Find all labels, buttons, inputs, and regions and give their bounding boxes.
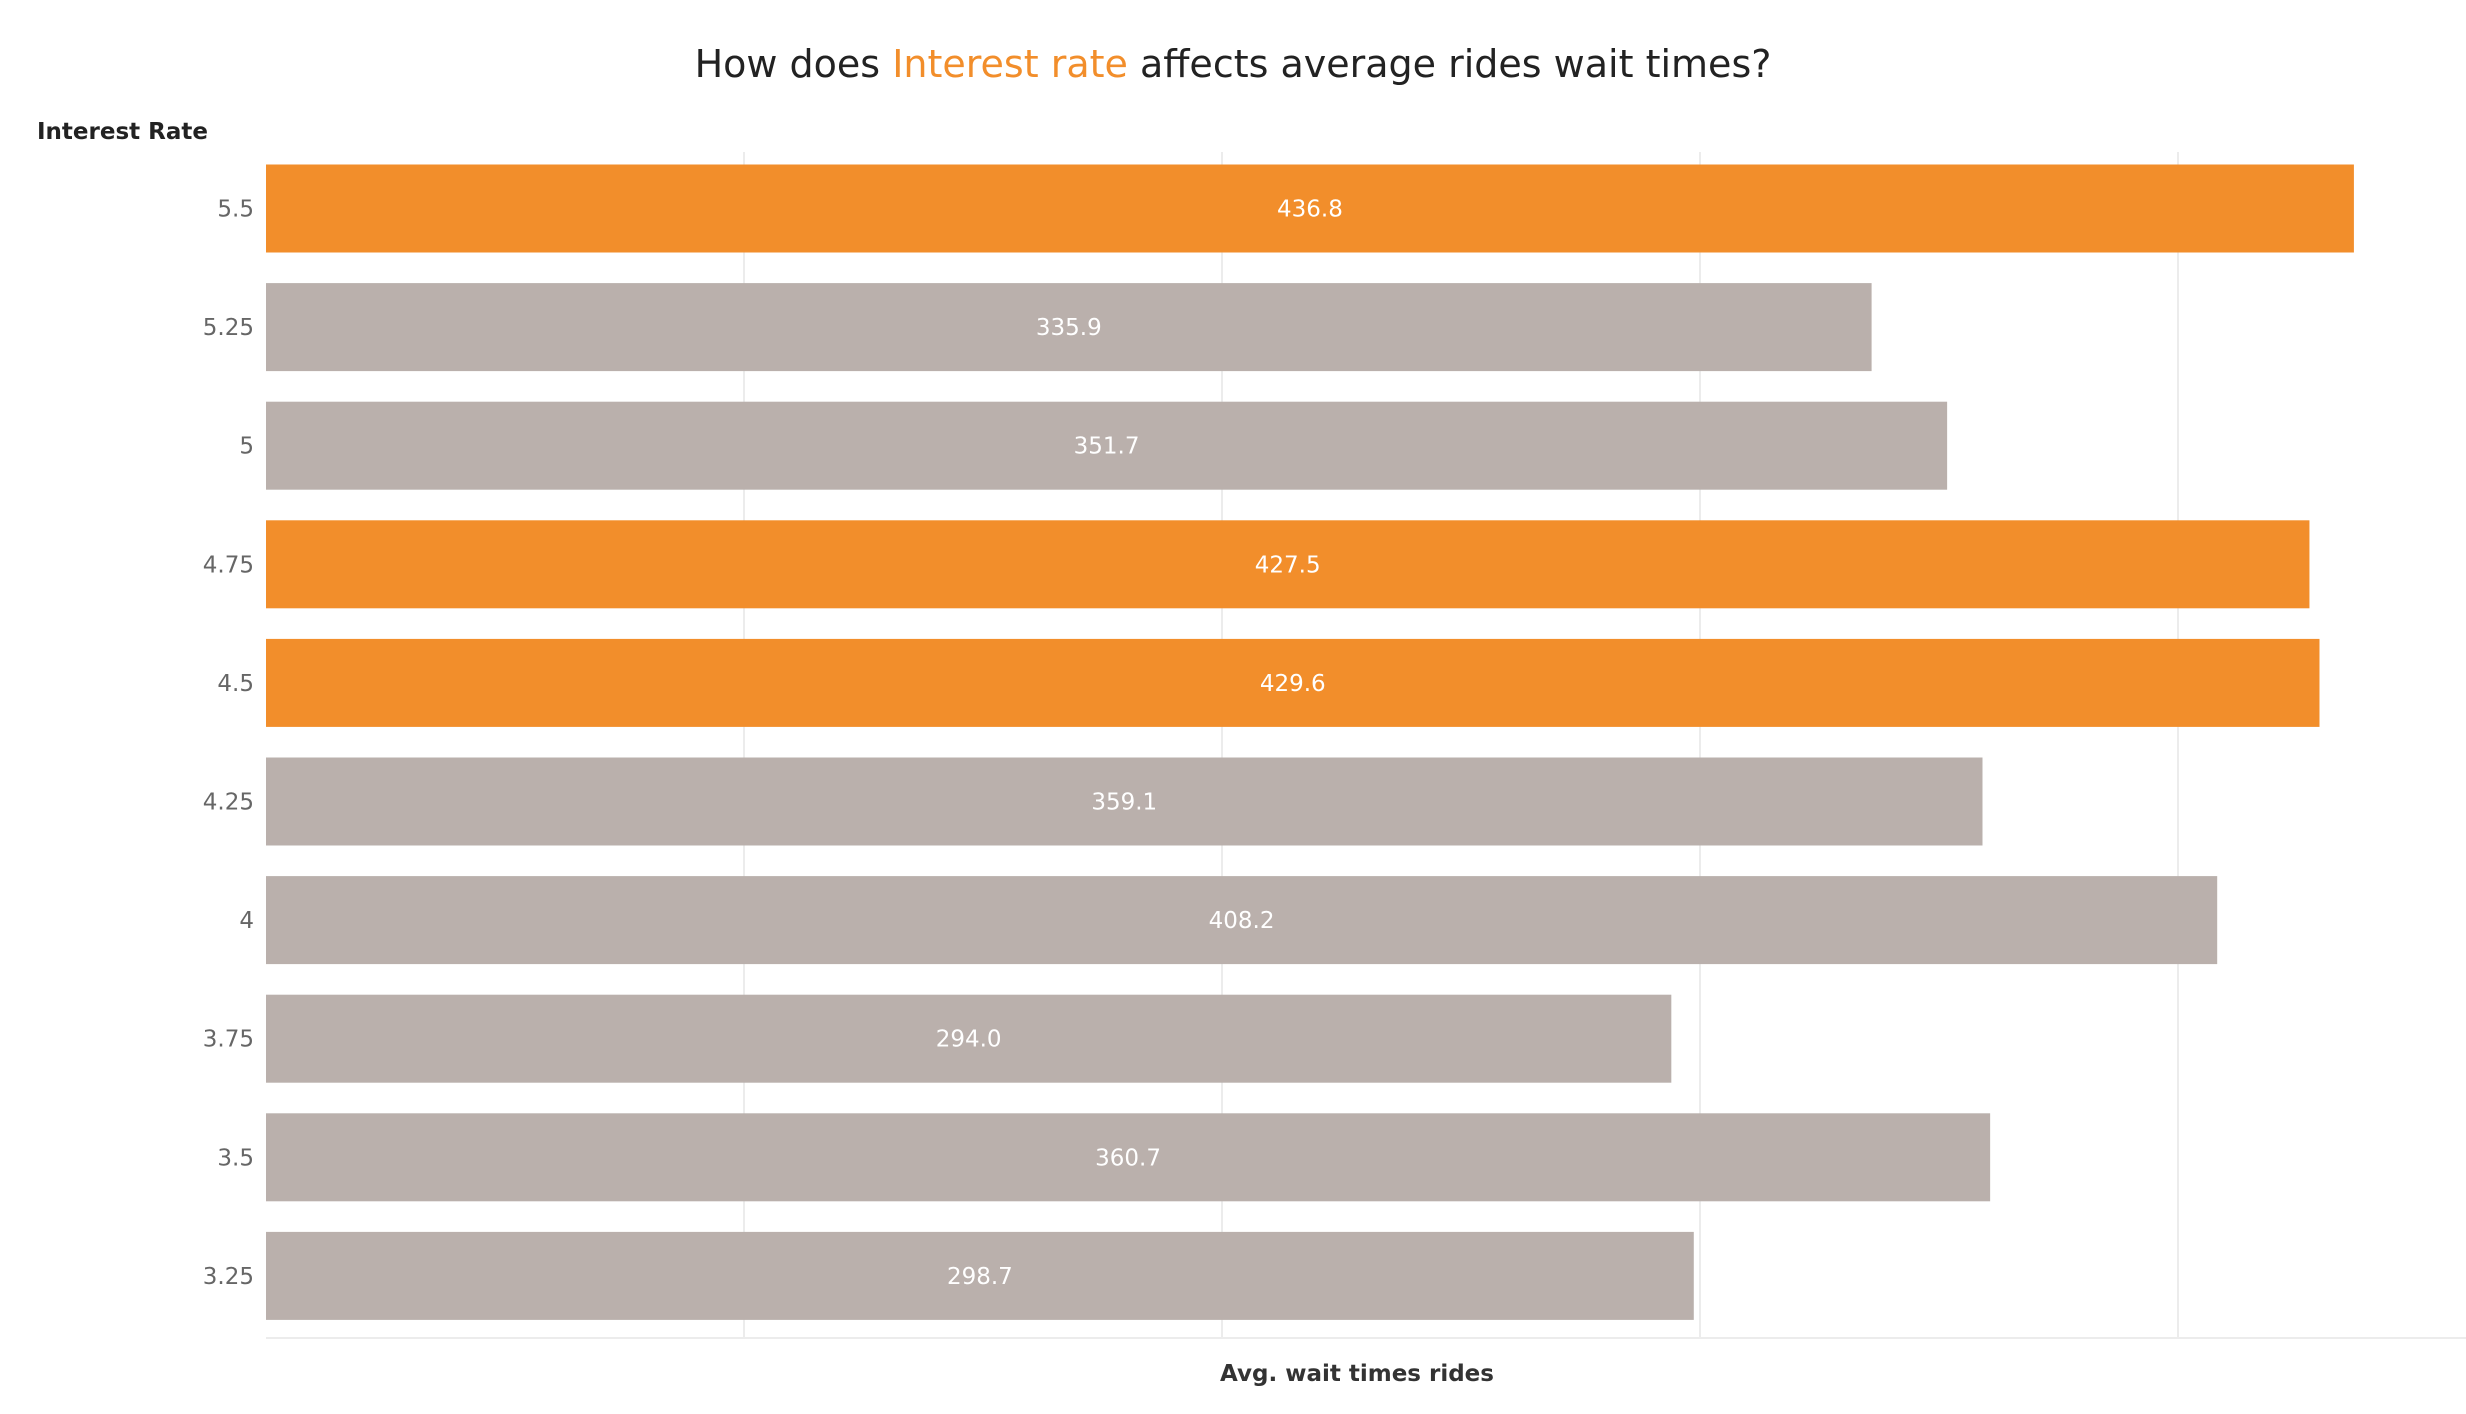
y-tick-label: 3.75 — [203, 1027, 254, 1053]
y-tick-label: 4.5 — [217, 671, 254, 697]
y-tick-label: 5.5 — [217, 197, 254, 223]
y-tick-label: 5 — [239, 434, 254, 460]
data-label: 429.6 — [1260, 671, 1326, 697]
y-tick-labels: 5.5 5.25 5 4.75 4.5 4.25 4 3.75 3.5 3.25 — [203, 197, 254, 1290]
chart-title-prefix: How does — [695, 42, 893, 86]
data-labels: 436.8 335.9 351.7 427.5 429.6 359.1 408.2 294.0… — [936, 197, 1343, 1290]
chart-title: How does Interest rate affects average r… — [695, 42, 1772, 86]
bar-5-5[interactable] — [266, 164, 2354, 253]
chart-title-highlight: Interest rate — [892, 42, 1128, 86]
data-label: 294.0 — [936, 1027, 1002, 1053]
y-tick-label: 4.25 — [203, 790, 254, 816]
y-axis-title: Interest Rate — [37, 119, 208, 145]
y-tick-label: 5.25 — [203, 315, 254, 341]
bar-4-5[interactable] — [266, 638, 2320, 727]
bar-3-25[interactable] — [266, 1231, 1694, 1320]
bars — [266, 164, 2354, 1320]
bar-5[interactable] — [266, 401, 1948, 490]
data-label: 360.7 — [1095, 1145, 1161, 1171]
chart-title-suffix: affects average rides wait times? — [1128, 42, 1772, 86]
bar-3-5[interactable] — [266, 1113, 1991, 1202]
bar-3-75[interactable] — [266, 994, 1672, 1083]
y-tick-label: 3.25 — [203, 1264, 254, 1290]
data-label: 335.9 — [1036, 315, 1102, 341]
bar-4-75[interactable] — [266, 520, 2310, 609]
data-label: 427.5 — [1255, 552, 1321, 578]
x-axis-title: Avg. wait times rides — [1220, 1361, 1494, 1387]
bar-4[interactable] — [266, 876, 2218, 965]
data-label: 359.1 — [1091, 790, 1157, 816]
data-label: 408.2 — [1209, 908, 1275, 934]
data-label: 298.7 — [947, 1264, 1013, 1290]
y-tick-label: 3.5 — [217, 1145, 254, 1171]
data-label: 351.7 — [1074, 434, 1140, 460]
data-label: 436.8 — [1277, 197, 1343, 223]
y-tick-label: 4.75 — [203, 552, 254, 578]
y-tick-label: 4 — [239, 908, 254, 934]
bar-5-25[interactable] — [266, 283, 1872, 372]
bar-4-25[interactable] — [266, 757, 1983, 846]
